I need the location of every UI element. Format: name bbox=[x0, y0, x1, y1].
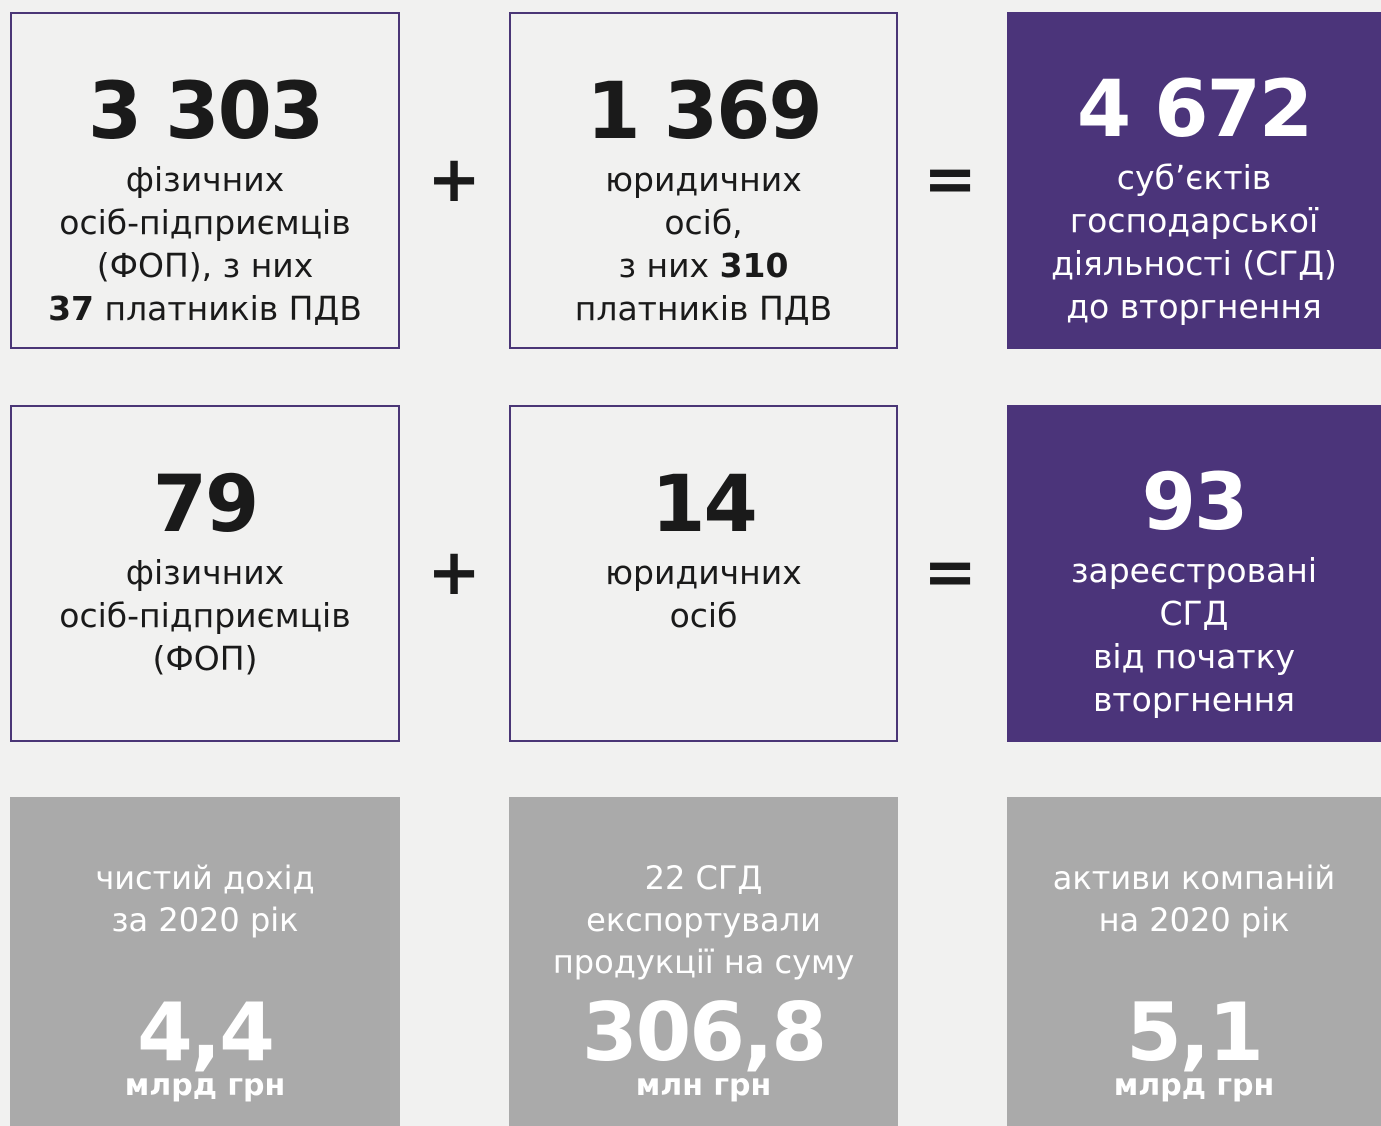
plus-sign: + bbox=[427, 536, 481, 610]
caption-line: чистий дохід bbox=[95, 859, 315, 897]
caption-line: експортували bbox=[586, 901, 821, 939]
text: фізичних bbox=[125, 553, 285, 592]
term-box: 14 юридичних осіб bbox=[509, 405, 898, 742]
text: СГД bbox=[1159, 594, 1229, 633]
term-box: 1 369 юридичних осіб, з них 310 платників ПД… bbox=[509, 12, 898, 349]
text: (ФОП), з них bbox=[96, 246, 314, 285]
fact-box: 22 СГД експортували продукції на суму 306,8… bbox=[509, 797, 898, 1126]
text: фізичних bbox=[125, 160, 285, 199]
fact-unit: млн грн bbox=[635, 1068, 772, 1103]
text-line: з них 310 bbox=[511, 244, 896, 287]
big-number: 93 bbox=[1141, 458, 1249, 548]
text: платників ПДВ bbox=[574, 289, 833, 328]
text: вторгнення bbox=[1092, 680, 1296, 719]
text-line: господарської bbox=[1007, 199, 1381, 242]
fact-box: активи компаній на 2020 рік 5,1 млрд грн bbox=[1007, 797, 1381, 1126]
text: осіб-підприємців bbox=[59, 203, 351, 242]
text: діяльності (СГД) bbox=[1051, 244, 1337, 283]
fact-unit: млрд грн bbox=[1113, 1068, 1275, 1103]
caption-line: 22 СГД bbox=[644, 859, 763, 897]
text-line: від початку bbox=[1007, 635, 1381, 678]
big-number: 14 bbox=[651, 460, 758, 550]
text: суб’єктів bbox=[1116, 158, 1272, 197]
text-line: діяльності (СГД) bbox=[1007, 242, 1381, 285]
fact-box: чистий дохід за 2020 рік 4,4 млрд грн bbox=[10, 797, 400, 1126]
text-line: вторгнення bbox=[1007, 678, 1381, 721]
text: (ФОП) bbox=[152, 639, 258, 678]
text-line: осіб-підприємців bbox=[12, 201, 398, 244]
equals-sign: = bbox=[923, 143, 977, 217]
text-line: (ФОП), з них bbox=[12, 244, 398, 287]
text-line: юридичних bbox=[511, 551, 896, 594]
text: платників ПДВ bbox=[104, 289, 362, 328]
text-line: осіб-підприємців bbox=[12, 594, 398, 637]
big-number: 3 303 bbox=[87, 67, 324, 157]
text-line: фізичних bbox=[12, 158, 398, 201]
text-line: зареєстровані bbox=[1007, 549, 1381, 592]
text: господарської bbox=[1069, 201, 1319, 240]
text-line: (ФОП) bbox=[12, 637, 398, 680]
big-number: 4 672 bbox=[1076, 65, 1313, 155]
caption-line: на 2020 рік bbox=[1098, 901, 1290, 939]
bold-number: 37 bbox=[48, 289, 94, 328]
text-line: осіб, bbox=[511, 201, 896, 244]
text: до вторгнення bbox=[1066, 287, 1322, 326]
result-box: 4 672 суб’єктів господарської діяльності (С… bbox=[1007, 12, 1381, 349]
text-line: платників ПДВ bbox=[511, 287, 896, 330]
caption-line: за 2020 рік bbox=[111, 901, 299, 939]
text-line: СГД bbox=[1007, 592, 1381, 635]
caption-line: активи компаній bbox=[1052, 859, 1336, 897]
text-line: фізичних bbox=[12, 551, 398, 594]
result-box: 93 зареєстровані СГД від початку вторгнення bbox=[1007, 405, 1381, 742]
text: юридичних bbox=[605, 160, 802, 199]
text: з них bbox=[618, 246, 710, 285]
text-line: осіб bbox=[511, 594, 896, 637]
text: зареєстровані bbox=[1070, 551, 1318, 590]
equals-sign: = bbox=[923, 536, 977, 610]
text: осіб bbox=[669, 596, 738, 635]
text-line: юридичних bbox=[511, 158, 896, 201]
bold-number: 310 bbox=[719, 246, 789, 285]
text: від початку bbox=[1092, 637, 1296, 676]
text-line: до вторгнення bbox=[1007, 285, 1381, 328]
fact-value: 5,1 bbox=[1126, 986, 1264, 1079]
text-line: 37 платників ПДВ bbox=[12, 287, 398, 330]
fact-value: 306,8 bbox=[581, 986, 827, 1079]
fact-value: 4,4 bbox=[137, 986, 275, 1079]
plus-sign: + bbox=[427, 143, 481, 217]
text-line: суб’єктів bbox=[1007, 156, 1381, 199]
caption-line: продукції на суму bbox=[552, 943, 855, 981]
big-number: 1 369 bbox=[586, 67, 822, 157]
fact-unit: млрд грн bbox=[124, 1068, 286, 1103]
term-box: 3 303 фізичних осіб-підприємців (ФОП), з ни… bbox=[10, 12, 400, 349]
text: осіб-підприємців bbox=[59, 596, 351, 635]
text: осіб, bbox=[664, 203, 743, 242]
term-box: 79 фізичних осіб-підприємців (ФОП) bbox=[10, 405, 400, 742]
big-number: 79 bbox=[152, 460, 260, 550]
text: юридичних bbox=[605, 553, 802, 592]
